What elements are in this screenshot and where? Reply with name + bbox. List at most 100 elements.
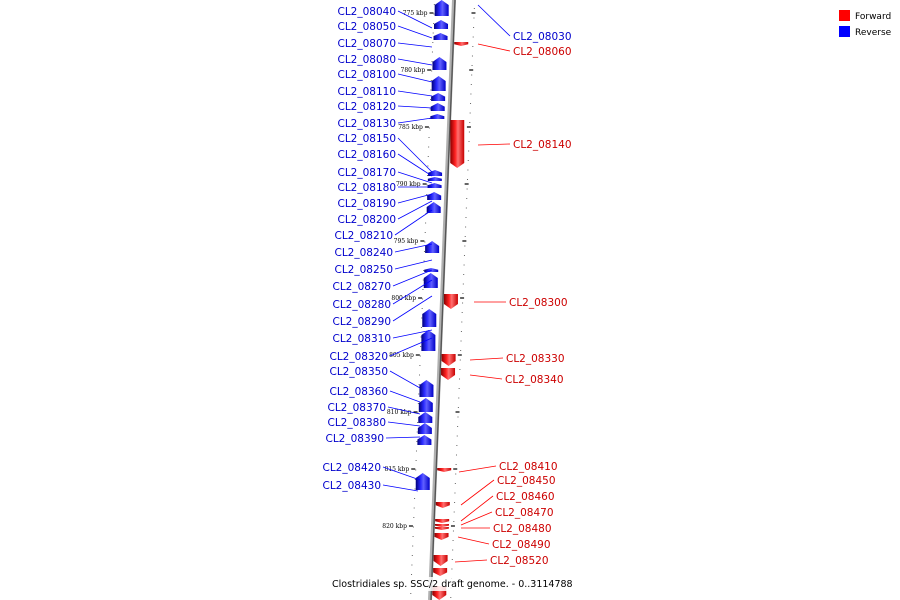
forward-gene-arrow <box>441 368 456 380</box>
forward-gene-label: CL2_08450 <box>460 475 556 506</box>
scale-tick: 810 kbp <box>387 409 460 416</box>
forward-gene-arrow <box>437 468 452 472</box>
reverse-gene-name: CL2_08080 <box>337 54 396 66</box>
reverse-gene-name: CL2_08110 <box>337 86 396 98</box>
forward-gene-name: CL2_08490 <box>492 539 551 551</box>
reverse-gene-name: CL2_08420 <box>322 462 381 474</box>
reverse-gene-label: CL2_08120 <box>337 101 433 113</box>
reverse-gene-name: CL2_08210 <box>334 230 393 242</box>
forward-gene-name: CL2_08300 <box>509 297 568 309</box>
reverse-gene-name: CL2_08380 <box>327 417 386 429</box>
reverse-gene-arrow <box>430 114 445 119</box>
forward-gene-label: CL2_08460 <box>460 491 555 522</box>
scale-tick-label: 820 kbp <box>382 523 407 530</box>
reverse-gene-name: CL2_08070 <box>337 38 396 50</box>
reverse-gene-name: CL2_08190 <box>337 198 396 210</box>
reverse-gene-arrow <box>430 103 445 111</box>
reverse-gene-name: CL2_08100 <box>337 69 396 81</box>
reverse-gene-label: CL2_08170 <box>337 167 433 184</box>
reverse-gene-name: CL2_08200 <box>337 214 396 226</box>
reverse-gene-name: CL2_08390 <box>325 433 384 445</box>
reverse-gene-name: CL2_08250 <box>334 264 393 276</box>
forward-gene-label: CL2_08060 <box>477 43 572 58</box>
reverse-gene-arrow <box>434 0 449 16</box>
forward-gene-label: CL2_08410 <box>458 461 558 473</box>
forward-gene-label: CL2_08470 <box>460 507 554 526</box>
reverse-gene-label: CL2_08310 <box>332 329 433 345</box>
forward-gene-arrow <box>433 555 448 566</box>
scale-tick-label: 780 kbp <box>401 67 426 74</box>
reverse-gene-labels: CL2_08040 CL2_08050 CL2_08070 CL2_08080 CL2_… <box>322 6 433 492</box>
scale-tick: 795 kbp <box>394 238 467 245</box>
reverse-gene-label: CL2_08180 <box>337 182 432 194</box>
forward-gene-label: CL2_08480 <box>461 523 552 535</box>
reverse-gene-label: CL2_08320 <box>329 337 433 363</box>
forward-gene-name: CL2_08470 <box>495 507 554 519</box>
reverse-gene-name: CL2_08050 <box>337 21 396 33</box>
reverse-gene-arrow <box>418 412 433 423</box>
reverse-gene-name: CL2_08180 <box>337 182 396 194</box>
reverse-gene-arrow <box>434 20 449 29</box>
reverse-gene-arrow <box>415 473 430 490</box>
genome-caption: Clostridiales sp. SSC/2 draft genome. - … <box>332 579 573 590</box>
scale-tick: 820 kbp <box>382 523 455 530</box>
forward-gene-name: CL2_08030 <box>513 31 572 43</box>
forward-gene-labels: CL2_08030 CL2_08060 CL2_08140 CL2_08300 CL2_… <box>454 4 572 567</box>
reverse-gene-arrow <box>427 192 442 200</box>
reverse-gene-name: CL2_08120 <box>337 101 396 113</box>
scale-tick: 775 kbp <box>403 10 476 17</box>
reverse-gene-label: CL2_08190 <box>337 193 433 210</box>
scale-tick: 805 kbp <box>389 352 462 359</box>
reverse-gene-arrow <box>425 241 440 253</box>
forward-gene-label: CL2_08330 <box>469 353 565 365</box>
legend-label-forward: Forward <box>855 12 891 22</box>
reverse-gene-label: CL2_08360 <box>329 386 421 403</box>
forward-gene-label: CL2_08030 <box>477 4 572 43</box>
reverse-gene-name: CL2_08270 <box>332 281 391 293</box>
reverse-gene-label: CL2_08370 <box>327 402 421 415</box>
scale-tick-label: 785 kbp <box>398 124 423 131</box>
reverse-gene-label: CL2_08150 <box>337 133 433 173</box>
genome-backbone <box>428 0 456 600</box>
reverse-gene-arrow <box>431 76 446 91</box>
reverse-gene-label: CL2_08280 <box>332 279 433 311</box>
reverse-gene-label: CL2_08350 <box>329 366 421 389</box>
reverse-gene-label: CL2_08380 <box>327 417 421 429</box>
reverse-gene-name: CL2_08370 <box>327 402 386 414</box>
scale-tick-label: 790 kbp <box>396 181 421 188</box>
reverse-gene-name: CL2_08430 <box>322 480 381 492</box>
reverse-gene-label: CL2_08250 <box>334 259 433 276</box>
reverse-gene-label: CL2_08210 <box>334 209 433 242</box>
reverse-gene-label: CL2_08040 <box>337 6 433 29</box>
reverse-gene-arrow <box>431 93 446 101</box>
reverse-gene-name: CL2_08240 <box>334 247 393 259</box>
forward-gene-arrow <box>435 502 450 508</box>
scale-tick-label: 810 kbp <box>387 409 412 416</box>
reverse-gene-arrow <box>417 435 432 445</box>
reverse-gene-label: CL2_08110 <box>337 86 433 98</box>
reverse-gene-name: CL2_08170 <box>337 167 396 179</box>
scale-tick: 785 kbp <box>398 124 471 131</box>
reverse-gene-label: CL2_08050 <box>337 21 433 39</box>
forward-gene-name: CL2_08450 <box>497 475 556 487</box>
tick-dots <box>410 4 475 598</box>
forward-gene-arrow <box>434 524 449 527</box>
reverse-gene-label: CL2_08160 <box>337 149 433 177</box>
scale-tick-label: 805 kbp <box>389 352 414 359</box>
legend-item-reverse: Reverse <box>839 26 892 38</box>
reverse-genes <box>415 0 449 490</box>
forward-gene-label: CL2_08340 <box>469 374 564 386</box>
scale-tick: 800 kbp <box>391 295 465 302</box>
reverse-gene-arrow <box>433 33 448 40</box>
forward-gene-name: CL2_08520 <box>490 555 549 567</box>
scale-tick-label: 775 kbp <box>403 10 428 17</box>
forward-swatch <box>839 10 850 21</box>
forward-gene-label: CL2_08140 <box>477 139 572 151</box>
forward-genes <box>432 42 469 600</box>
reverse-gene-arrow <box>426 202 441 213</box>
reverse-swatch <box>839 26 850 37</box>
reverse-gene-label: CL2_08420 <box>322 462 421 481</box>
forward-gene-arrow <box>443 294 458 309</box>
scale-tick-label: 815 kbp <box>385 466 410 473</box>
